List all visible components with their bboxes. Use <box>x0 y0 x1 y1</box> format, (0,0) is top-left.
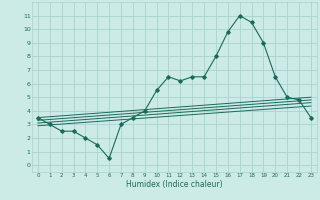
X-axis label: Humidex (Indice chaleur): Humidex (Indice chaleur) <box>126 180 223 189</box>
